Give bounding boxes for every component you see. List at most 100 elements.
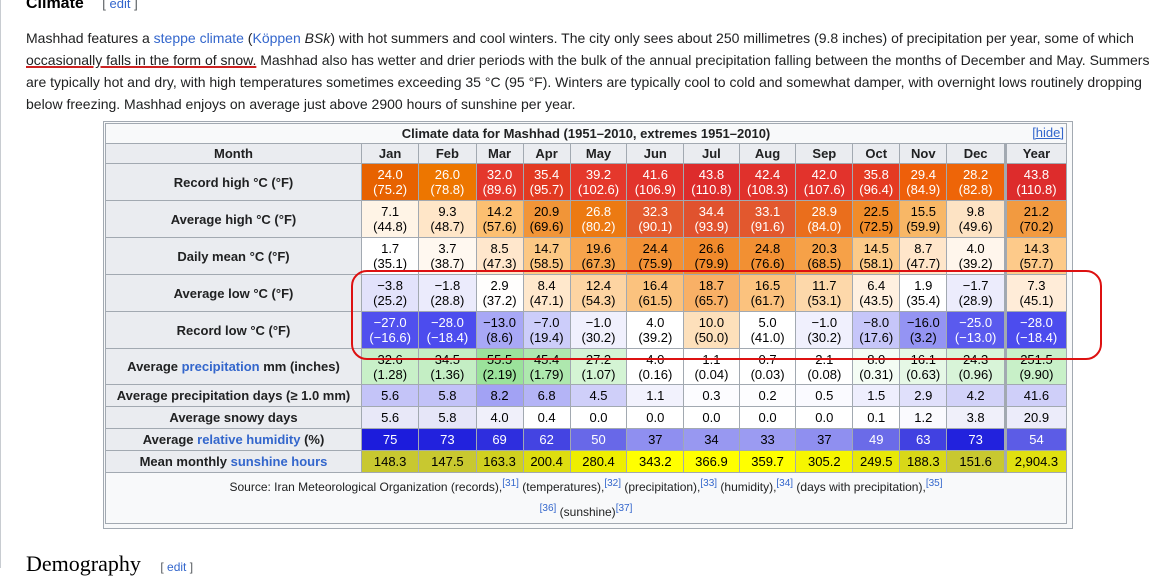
table-cell: 366.9 xyxy=(683,450,740,473)
table-cell: 11.7 (53.1) xyxy=(795,274,854,312)
table-cell: 35.8 (96.4) xyxy=(852,163,901,201)
table-cell: 24.0 (75.2) xyxy=(360,163,420,201)
table-cell: 49 xyxy=(852,428,901,451)
table-cell: 37 xyxy=(795,428,854,451)
table-cell: −3.8 (25.2) xyxy=(360,274,420,312)
row-label: Record low °C (°F) xyxy=(105,311,362,349)
table-cell: 147.5 xyxy=(418,450,477,473)
table-cell: 45.4 (1.79) xyxy=(522,348,571,385)
month-col-nov: Nov xyxy=(899,143,948,164)
table-cell: 0.5 xyxy=(795,384,854,407)
table-cell: 5.8 xyxy=(418,384,477,407)
row-label-link[interactable]: relative humidity xyxy=(197,432,301,447)
month-col-jan: Jan xyxy=(360,143,420,164)
table-cell: 42.4 (108.3) xyxy=(738,163,797,201)
edit-section-link: [ edit ] xyxy=(160,560,194,574)
table-cell: 34.5 (1.36) xyxy=(418,348,477,385)
ref-32[interactable]: [32] xyxy=(604,478,621,489)
table-cell: 19.6 (67.3) xyxy=(569,237,628,275)
table-cell: 0.0 xyxy=(738,406,797,429)
table-cell: 6.4 (43.5) xyxy=(852,274,901,312)
section-title: Climate xyxy=(26,0,84,12)
ref-33[interactable]: [33] xyxy=(700,478,718,489)
ref-37[interactable]: [37] xyxy=(615,503,633,514)
ref-34[interactable]: [34] xyxy=(776,478,794,489)
edit-section-link: [ edit ] xyxy=(102,0,137,11)
table-cell: 39.2 (102.6) xyxy=(569,163,628,201)
edit-link[interactable]: edit xyxy=(167,560,187,574)
table-cell: 41.6 xyxy=(1003,384,1068,407)
table-cell: 26.6 (79.9) xyxy=(683,237,740,275)
table-cell: 4.0 (39.2) xyxy=(946,237,1006,275)
month-header: Month xyxy=(105,143,362,164)
row-label-link[interactable]: sunshine hours xyxy=(230,454,328,469)
ref-36[interactable]: [36] xyxy=(539,503,557,514)
table-cell: 34 xyxy=(683,428,740,451)
month-col-jul: Jul xyxy=(683,143,740,164)
table-cell: 18.7 (65.7) xyxy=(683,274,740,312)
table-cell: 4.5 xyxy=(569,384,628,407)
table-row: Daily mean °C (°F) 1.7 (35.1) 3.7 (38.7) 8.5(… xyxy=(105,237,1068,275)
underlined-snow-text: occasionally falls in the form of snow. xyxy=(26,52,257,68)
table-cell: 32.0 (89.6) xyxy=(475,163,524,201)
table-cell: 75 xyxy=(360,428,420,451)
row-label-link[interactable]: precipitation xyxy=(181,359,260,374)
ref-31[interactable]: [31] xyxy=(502,478,519,489)
table-cell: 73 xyxy=(418,428,477,451)
row-label: Record high °C (°F) xyxy=(105,163,362,201)
koppen-link[interactable]: Köppen xyxy=(252,30,301,46)
table-cell: 0.7 (0.03) xyxy=(738,348,797,385)
steppe-climate-link[interactable]: steppe climate xyxy=(153,30,244,46)
table-cell: 305.2 xyxy=(795,450,854,473)
table-cell: 0.1 xyxy=(852,406,901,429)
table-cell: −25.0 (−13.0) xyxy=(946,311,1006,349)
row-label: Average high °C (°F) xyxy=(105,200,362,238)
table-cell: 10.0 (50.0) xyxy=(683,311,740,349)
table-cell: 43.8 (110.8) xyxy=(683,163,740,201)
month-col-jun: Jun xyxy=(626,143,685,164)
table-cell: 8.0 (0.31) xyxy=(852,348,901,385)
table-cell: −1.0 (30.2) xyxy=(569,311,628,349)
table-cell: 14.5 (58.1) xyxy=(852,237,901,275)
table-cell: −28.0 (−18.4) xyxy=(418,311,477,349)
table-cell: 2.1 (0.08) xyxy=(795,348,854,385)
month-col-year: Year xyxy=(1003,143,1068,164)
table-cell: −1.8 (28.8) xyxy=(418,274,477,312)
row-label: Average relative humidity (%) xyxy=(105,428,362,451)
hide-table-link[interactable]: [hide] xyxy=(1032,125,1064,140)
table-cell: 15.5 (59.9) xyxy=(899,200,948,238)
table-cell: 2.9 (37.2) xyxy=(475,274,524,312)
table-cell: 43.8 (110.8) xyxy=(1003,163,1068,201)
ref-35[interactable]: [35] xyxy=(925,478,943,489)
table-cell: 0.0 xyxy=(683,406,740,429)
table-cell: 5.6 xyxy=(360,406,420,429)
row-label: Average low °C (°F) xyxy=(105,274,362,312)
table-cell: 0.0 xyxy=(569,406,628,429)
table-cell: 22.5 (72.5) xyxy=(852,200,901,238)
edit-link[interactable]: edit xyxy=(109,0,131,11)
table-cell: 8.2 xyxy=(475,384,524,407)
table-cell: 151.6 xyxy=(946,450,1006,473)
table-cell: 29.4 (84.9) xyxy=(899,163,948,201)
table-cell: 148.3 xyxy=(360,450,420,473)
table-cell: 50 xyxy=(569,428,628,451)
table-cell: 0.3 xyxy=(683,384,740,407)
table-cell: −1.7 (28.9) xyxy=(946,274,1006,312)
table-cell: 1.1 xyxy=(626,384,685,407)
table-cell: 4.0 xyxy=(475,406,524,429)
table-cell: 2.9 xyxy=(899,384,948,407)
month-col-oct: Oct xyxy=(852,143,901,164)
row-label: Daily mean °C (°F) xyxy=(105,237,362,275)
table-cell: 1.7 (35.1) xyxy=(360,237,420,275)
table-cell: 251.5 (9.90) xyxy=(1003,348,1068,385)
table-cell: 20.3 (68.5) xyxy=(795,237,854,275)
table-cell: 249.5 xyxy=(852,450,901,473)
table-row: Mean monthly sunshine hours 148.3 147.5 163… xyxy=(105,450,1068,473)
table-cell: 3.8 xyxy=(946,406,1006,429)
table-row: Average low °C (°F) −3.8 (25.2) −1.8 (28.8) 2… xyxy=(105,274,1068,312)
table-cell: 5.0 (41.0) xyxy=(738,311,797,349)
table-cell: 188.3 xyxy=(899,450,948,473)
table-cell: −13.0 (8.6) xyxy=(475,311,524,349)
table-cell: 8.7 (47.7) xyxy=(899,237,948,275)
table-cell: 0.2 xyxy=(738,384,797,407)
